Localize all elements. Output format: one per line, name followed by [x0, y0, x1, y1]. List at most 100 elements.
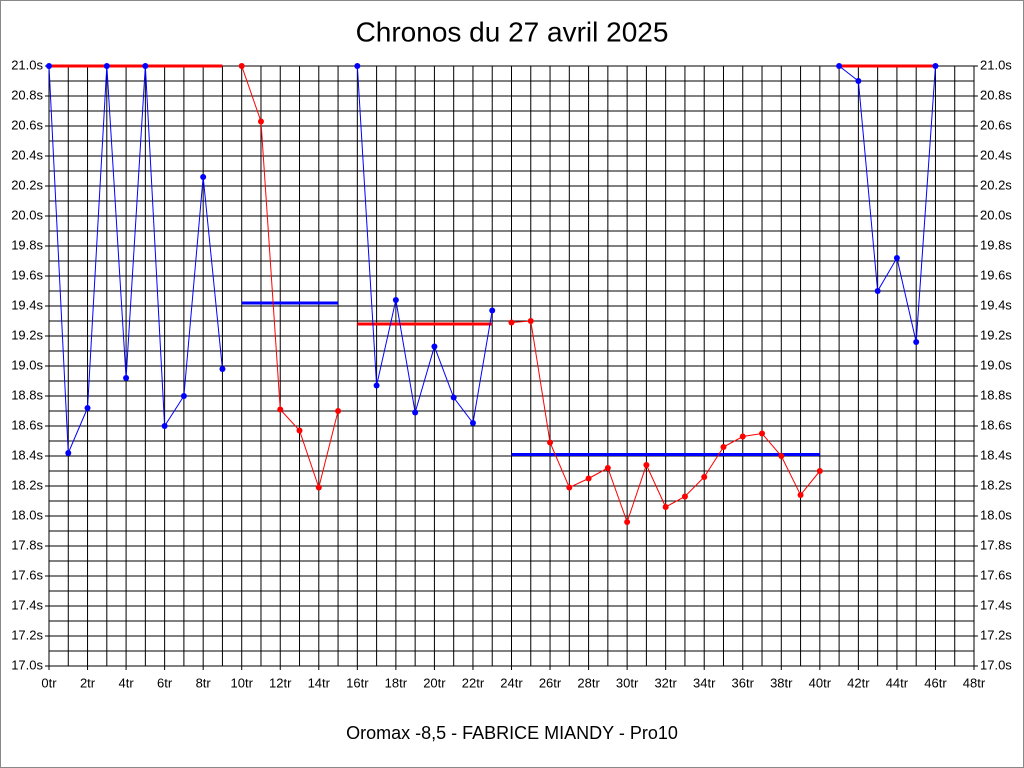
x-tick-label: 38tr: [770, 675, 793, 690]
y2-tick-label: 17.8s: [980, 537, 1012, 552]
point: [739, 433, 746, 440]
x-tick-label: 42tr: [847, 675, 870, 690]
y2-tick-label: 20.2s: [980, 177, 1012, 192]
point: [662, 504, 669, 510]
y-tick-label: 17.8s: [11, 537, 43, 552]
y2-tick-label: 19.2s: [980, 327, 1012, 342]
y-tick-label: 20.8s: [11, 87, 43, 102]
point: [142, 63, 149, 69]
x-tick-label: 12tr: [269, 675, 292, 690]
y-tick-label: 20.6s: [11, 117, 43, 132]
y-tick-label: 20.2s: [11, 177, 43, 192]
x-tick-label: 48tr: [963, 675, 986, 690]
y-tick-label: 19.0s: [11, 357, 43, 372]
point: [778, 453, 785, 459]
x-tick-label: 32tr: [654, 675, 677, 690]
point: [238, 63, 245, 69]
point: [335, 408, 342, 414]
x-tick-label: 0tr: [41, 675, 57, 690]
y2-tick-label: 19.0s: [980, 357, 1012, 372]
point: [431, 343, 438, 350]
point: [84, 405, 91, 411]
y-tick-label: 18.0s: [11, 507, 43, 522]
y-tick-label: 19.4s: [11, 297, 43, 312]
point: [836, 63, 843, 69]
x-tick-label: 46tr: [924, 675, 947, 690]
y-tick-label: 19.8s: [11, 237, 43, 252]
point: [450, 394, 457, 401]
point: [489, 307, 496, 314]
y-tick-label: 18.8s: [11, 387, 43, 402]
y2-tick-label: 20.0s: [980, 207, 1012, 222]
point: [720, 444, 727, 450]
x-tick-label: 30tr: [616, 675, 639, 690]
y2-tick-label: 17.4s: [980, 597, 1012, 612]
point: [624, 519, 631, 525]
point: [585, 475, 592, 482]
point: [315, 484, 322, 491]
y2-tick-label: 21.0s: [980, 57, 1012, 72]
y-tick-label: 20.4s: [11, 147, 43, 162]
y2-tick-label: 18.0s: [980, 507, 1012, 522]
y2-tick-label: 19.6s: [980, 267, 1012, 282]
point: [219, 366, 226, 372]
point: [604, 465, 611, 471]
point: [392, 297, 399, 303]
point: [65, 450, 72, 456]
y2-tick-label: 20.4s: [980, 147, 1012, 162]
y-tick-label: 17.6s: [11, 567, 43, 582]
x-tick-label: 4tr: [118, 675, 134, 690]
point: [354, 63, 361, 69]
x-tick-label: 26tr: [539, 675, 562, 690]
point: [893, 255, 900, 261]
y-tick-label: 19.6s: [11, 267, 43, 282]
y-tick-label: 20.0s: [11, 207, 43, 222]
y2-tick-label: 17.6s: [980, 567, 1012, 582]
point: [180, 393, 187, 399]
x-tick-label: 2tr: [80, 675, 96, 690]
y2-tick-label: 19.4s: [980, 297, 1012, 312]
y2-tick-label: 17.0s: [980, 657, 1012, 672]
x-tick-label: 20tr: [423, 675, 446, 690]
point: [200, 174, 207, 180]
point: [643, 462, 650, 468]
point: [508, 319, 515, 326]
point: [412, 409, 419, 416]
x-tick-label: 36tr: [732, 675, 755, 690]
x-tick-label: 28tr: [577, 675, 600, 690]
x-tick-label: 34tr: [693, 675, 716, 690]
chart-subtitle: Oromax -8,5 - FABRICE MIANDY - Pro10: [346, 723, 678, 743]
y-tick-label: 17.2s: [11, 627, 43, 642]
y2-tick-label: 19.8s: [980, 237, 1012, 252]
x-tick-label: 14tr: [308, 675, 331, 690]
y2-tick-label: 18.2s: [980, 477, 1012, 492]
y-tick-label: 17.0s: [11, 657, 43, 672]
series-line: [48, 65, 223, 454]
point: [46, 63, 52, 69]
y2-tick-label: 18.4s: [980, 447, 1012, 462]
point: [874, 288, 881, 294]
point: [123, 375, 130, 381]
point: [296, 427, 303, 434]
point: [913, 339, 920, 345]
x-tick-label: 18tr: [385, 675, 408, 690]
y-tick-label: 19.2s: [11, 327, 43, 342]
x-tick-label: 22tr: [462, 675, 485, 690]
point: [527, 318, 534, 324]
point: [816, 468, 823, 474]
point: [103, 63, 110, 69]
point: [681, 493, 688, 500]
point: [547, 439, 554, 446]
x-tick-label: 44tr: [886, 675, 909, 690]
y-tick-label: 21.0s: [11, 57, 43, 72]
y2-tick-label: 20.8s: [980, 87, 1012, 102]
point: [469, 420, 476, 426]
point: [701, 474, 708, 480]
series-line: [241, 65, 339, 490]
y2-tick-label: 20.6s: [980, 117, 1012, 132]
point: [566, 484, 573, 491]
y2-tick-label: 18.8s: [980, 387, 1012, 402]
x-tick-label: 6tr: [157, 675, 173, 690]
point: [855, 78, 862, 84]
